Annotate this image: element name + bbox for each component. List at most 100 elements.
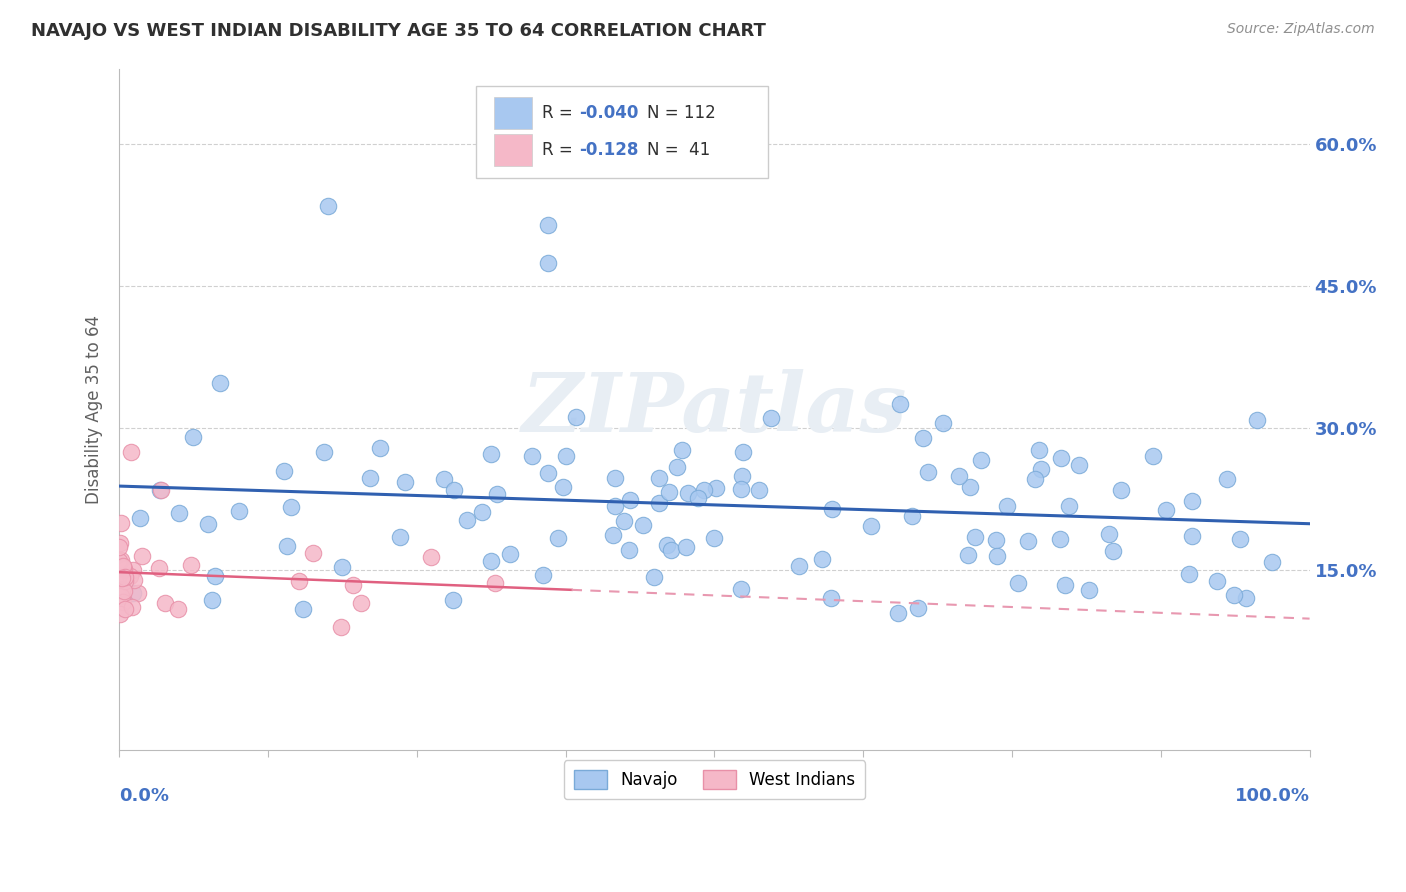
Point (619, 492, 641, 507)
Point (273, 464, 295, 478)
Point (860, 518, 883, 533)
Point (112, 560, 135, 574)
Point (959, 480, 981, 494)
Point (900, 508, 922, 523)
Point (127, 586, 149, 600)
Point (167, 602, 190, 616)
Point (112, 558, 135, 573)
Point (631, 518, 654, 533)
Point (553, 480, 575, 494)
Point (1028, 443, 1050, 458)
Point (302, 546, 325, 560)
Point (479, 554, 502, 568)
Point (730, 582, 752, 596)
Point (655, 538, 678, 552)
Point (433, 472, 456, 486)
Point (441, 592, 464, 607)
Point (1024, 472, 1046, 486)
Point (676, 486, 699, 500)
Point (1181, 493, 1204, 508)
Text: 100.0%: 100.0% (1234, 788, 1309, 805)
Point (122, 574, 145, 588)
Point (965, 530, 987, 544)
Point (907, 601, 929, 615)
Point (1097, 526, 1119, 541)
Point (537, 466, 560, 480)
Point (731, 468, 754, 483)
Point (228, 504, 250, 518)
Point (984, 533, 1007, 547)
Point (917, 466, 939, 480)
Point (811, 551, 834, 566)
Text: N = 112: N = 112 (647, 103, 716, 122)
Point (1057, 499, 1080, 513)
Point (350, 596, 373, 610)
Point (359, 470, 381, 484)
Point (110, 516, 132, 530)
Point (108, 588, 131, 602)
Point (456, 513, 478, 527)
Point (605, 471, 627, 485)
Point (316, 199, 339, 213)
Point (1049, 450, 1071, 465)
Point (889, 397, 911, 411)
Point (121, 599, 143, 614)
Y-axis label: Disability Age 35 to 64: Disability Age 35 to 64 (86, 315, 103, 504)
Point (114, 574, 136, 588)
Point (1069, 458, 1091, 473)
Point (481, 447, 503, 461)
Point (197, 517, 219, 532)
Point (388, 530, 411, 544)
Point (111, 595, 134, 609)
Point (153, 596, 176, 610)
Point (148, 560, 170, 574)
Point (820, 591, 842, 605)
Point (675, 540, 697, 554)
Point (1101, 544, 1123, 558)
Point (112, 560, 135, 574)
Point (419, 550, 441, 565)
Point (605, 500, 627, 514)
Point (956, 548, 979, 562)
Point (342, 578, 364, 592)
Point (394, 475, 416, 490)
Point (368, 442, 391, 456)
Point (111, 571, 134, 585)
Point (969, 453, 991, 467)
Point (280, 500, 302, 514)
Point (1234, 591, 1257, 605)
Point (657, 485, 679, 500)
Point (131, 549, 153, 564)
Point (288, 574, 311, 588)
Point (932, 416, 955, 430)
Point (181, 430, 204, 444)
Point (110, 589, 132, 603)
Point (787, 559, 810, 574)
Point (443, 483, 465, 498)
Point (686, 491, 709, 506)
Legend: Navajo, West Indians: Navajo, West Indians (564, 760, 865, 799)
Point (110, 552, 132, 566)
Point (1154, 502, 1177, 516)
Point (112, 584, 135, 599)
Point (276, 539, 298, 553)
Point (1029, 461, 1052, 475)
Point (1177, 567, 1199, 582)
Point (122, 563, 145, 577)
Point (1078, 582, 1101, 597)
Point (471, 505, 494, 519)
Text: R =: R = (541, 103, 578, 122)
Point (114, 570, 136, 584)
Point (912, 431, 935, 445)
Point (537, 218, 560, 232)
Point (731, 445, 754, 459)
Point (986, 549, 1008, 563)
FancyBboxPatch shape (477, 86, 768, 178)
Point (1246, 413, 1268, 427)
Text: ZIPatlas: ZIPatlas (522, 369, 907, 450)
Point (730, 482, 752, 496)
Text: -0.040: -0.040 (579, 103, 638, 122)
Point (1206, 574, 1229, 588)
Point (547, 531, 569, 545)
Point (121, 585, 143, 599)
